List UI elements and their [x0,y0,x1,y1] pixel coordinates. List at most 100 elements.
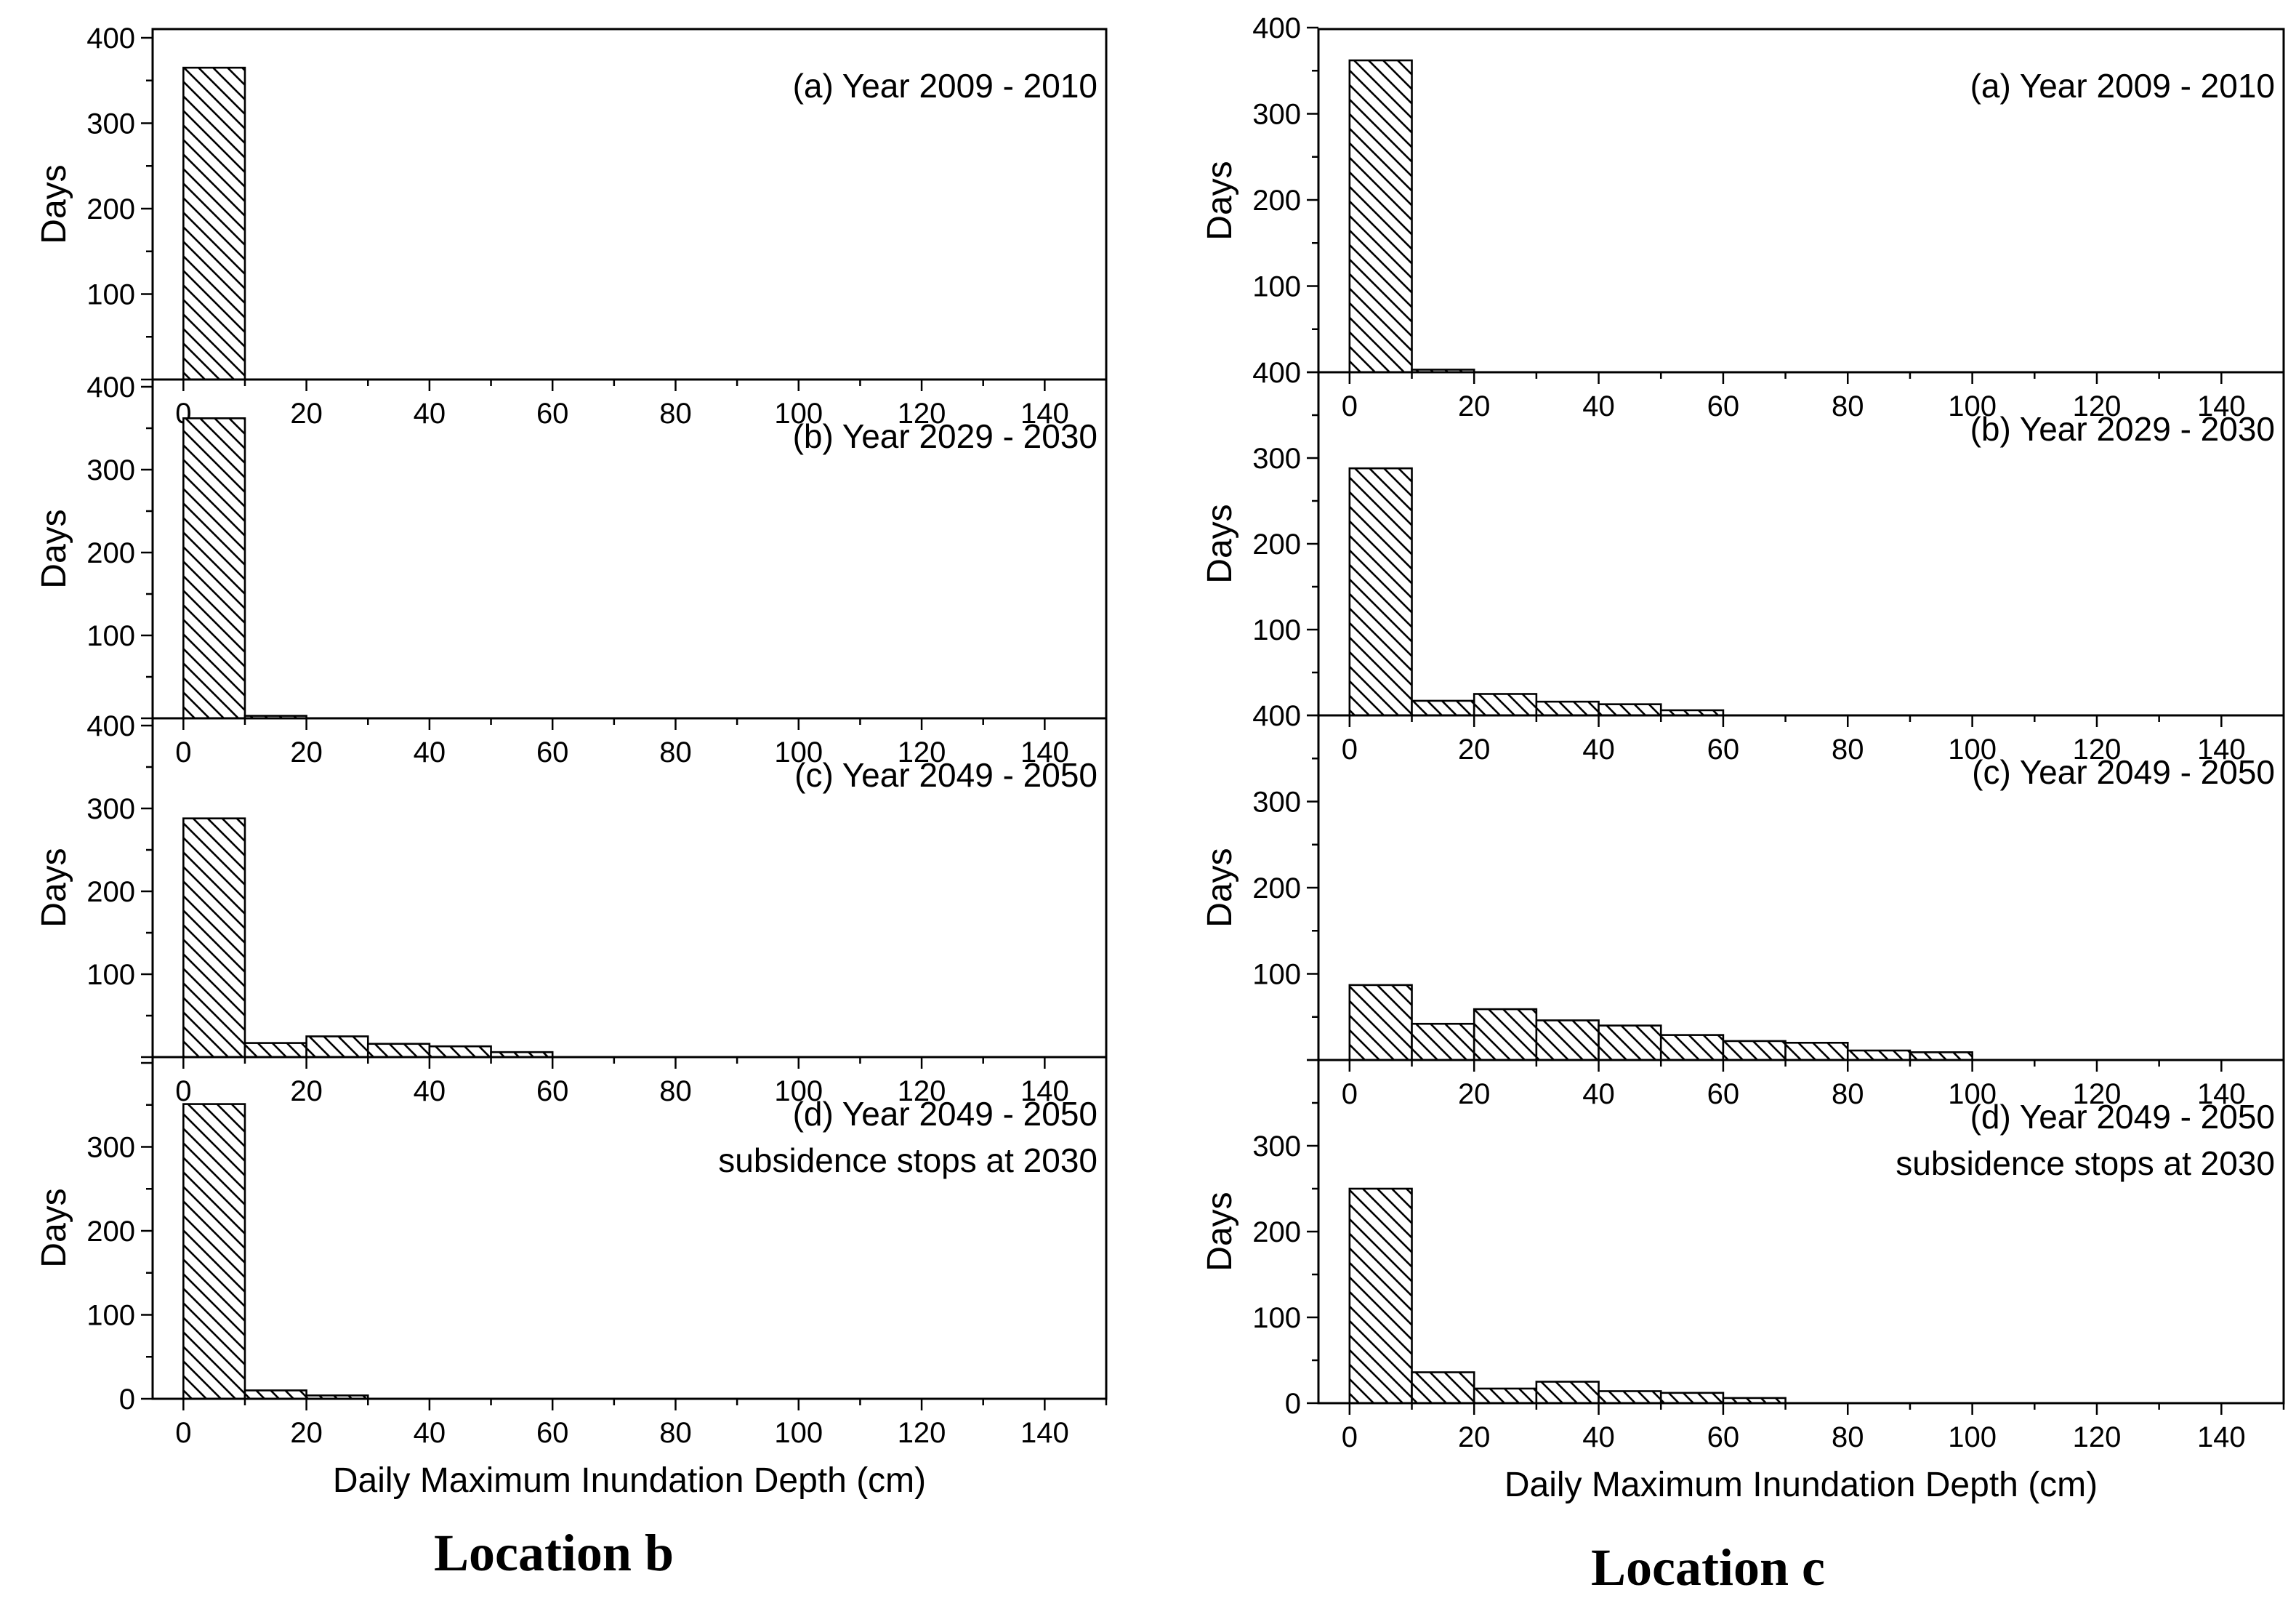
histogram-bar [1348,984,1413,1061]
x-tick-label: 20 [1458,1078,1491,1110]
plot-frame [151,1056,1108,1400]
x-tick-label: 60 [536,1075,569,1107]
y-tick-label: 200 [86,193,135,225]
histogram-bar [182,1103,246,1400]
histogram-bar [182,417,246,720]
y-tick-label: 100 [86,959,135,991]
x-tick-label: 0 [1342,390,1358,422]
y-tick-label: 300 [86,454,135,486]
x-tick-label: 100 [1948,1078,1997,1110]
x-tick-label: 80 [1832,390,1864,422]
y-axis-label: Days [35,509,73,588]
y-tick-label: 200 [86,537,135,569]
histogram-bar [1473,1008,1538,1061]
panel-title: (c) Year 2049 - 2050 [794,756,1097,794]
y-tick-label: 400 [1252,700,1301,732]
panel-title: (a) Year 2009 - 2010 [793,67,1097,105]
y-tick-label: 400 [86,710,135,742]
x-tick-label: 100 [1948,1421,1997,1453]
histogram-bar [1722,1040,1787,1061]
y-tick-label: 400 [86,372,135,403]
x-tick-label: 120 [898,736,946,768]
x-tick-label: 80 [659,398,692,430]
histogram-bar [1598,703,1662,717]
x-tick-label: 80 [1832,1078,1864,1110]
x-tick-label: 60 [1707,1078,1740,1110]
x-tick-label: 0 [1342,1078,1358,1110]
y-tick-label: 300 [1252,443,1301,475]
x-tick-label: 120 [898,1417,946,1449]
y-tick-label: 200 [1252,185,1301,217]
y-tick-label: 0 [119,1384,135,1416]
y-tick-label: 200 [1252,1216,1301,1248]
y-tick-label: 200 [1252,529,1301,561]
y-tick-label: 200 [1252,872,1301,904]
x-tick-label: 120 [2073,1421,2122,1453]
y-tick-label: 200 [86,1216,135,1248]
panel-title: (b) Year 2029 - 2030 [793,417,1097,455]
histogram-bar [1598,1024,1662,1061]
histogram-bar [305,1035,369,1059]
panel-title: (d) Year 2049 - 2050 [1970,1098,2275,1136]
x-tick-label: 80 [1832,1421,1864,1453]
histogram-bar [1784,1042,1849,1061]
x-tick-label: 80 [659,1075,692,1107]
y-tick-label: 300 [1252,1131,1301,1163]
x-tick-label: 20 [290,1075,323,1107]
y-tick-label: 300 [86,793,135,825]
x-tick-label: 20 [1458,734,1491,766]
histogram-bar [1348,1187,1413,1405]
x-tick-label: 100 [774,1417,823,1449]
histogram-bar [182,817,246,1059]
x-tick-label: 0 [1342,734,1358,766]
y-tick-label: 100 [1252,614,1301,646]
y-axis-label: Days [1201,504,1239,583]
x-tick-label: 120 [2073,1078,2122,1110]
y-tick-label: 400 [1252,12,1301,44]
y-tick-label: 300 [86,108,135,140]
x-tick-label: 40 [1582,1421,1615,1453]
x-tick-label: 20 [1458,390,1491,422]
x-tick-label: 100 [1948,734,1997,766]
x-tick-label: 60 [536,1417,569,1449]
x-tick-label: 60 [1707,390,1740,422]
panel-title: (c) Year 2049 - 2050 [1972,753,2275,791]
x-tick-label: 140 [1020,1075,1069,1107]
x-tick-label: 40 [414,398,446,430]
y-tick-label: 0 [1285,1388,1301,1420]
y-tick-label: 300 [1252,99,1301,131]
histogram-bar [1473,1387,1538,1405]
histogram-bar [428,1045,492,1059]
x-tick-label: 20 [290,736,323,768]
histogram-bar [182,66,246,381]
x-tick-label: 140 [1020,736,1069,768]
y-tick-label: 300 [86,1132,135,1164]
panel-title: (b) Year 2029 - 2030 [1970,410,2275,448]
histogram-bar [1535,1019,1600,1061]
x-tick-label: 60 [536,736,569,768]
histogram-bar [1348,59,1413,374]
x-tick-label: 100 [1948,390,1997,422]
y-tick-label: 300 [1252,787,1301,819]
x-tick-label: 40 [414,1417,446,1449]
histogram-bar [1535,1381,1600,1405]
x-tick-label: 20 [290,398,323,430]
x-tick-label: 120 [898,1075,946,1107]
x-tick-label: 140 [2197,734,2246,766]
y-tick-label: 100 [86,1300,135,1332]
y-axis-label: Days [35,848,73,927]
x-tick-label: 120 [2073,734,2122,766]
x-tick-label: 40 [1582,1078,1615,1110]
x-tick-label: 60 [1707,1421,1740,1453]
panel-subtitle: subsidence stops at 2030 [718,1141,1097,1179]
x-tick-label: 0 [175,1417,191,1449]
y-axis-label: Days [1201,1192,1239,1271]
x-tick-label: 140 [1020,398,1069,430]
x-tick-label: 100 [774,1075,823,1107]
x-tick-label: 140 [1020,1417,1069,1449]
